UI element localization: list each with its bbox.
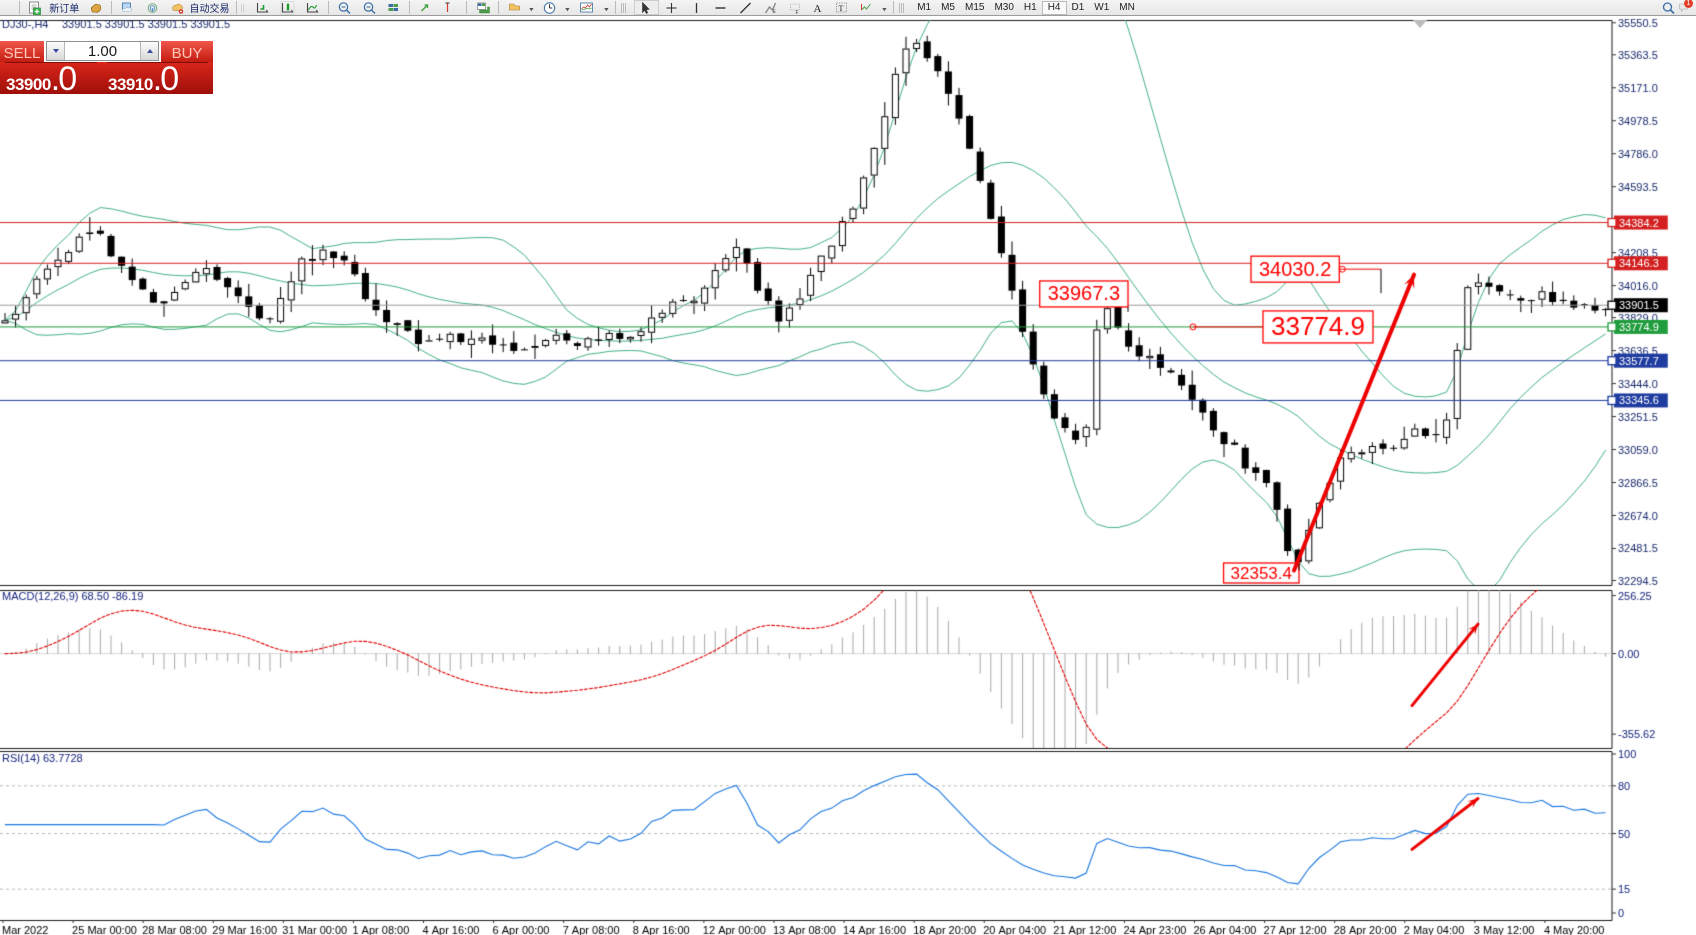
svg-text:F: F	[795, 10, 798, 15]
svg-text:A: A	[813, 3, 821, 15]
svg-text:T: T	[839, 4, 844, 13]
svg-text:E: E	[772, 9, 776, 15]
